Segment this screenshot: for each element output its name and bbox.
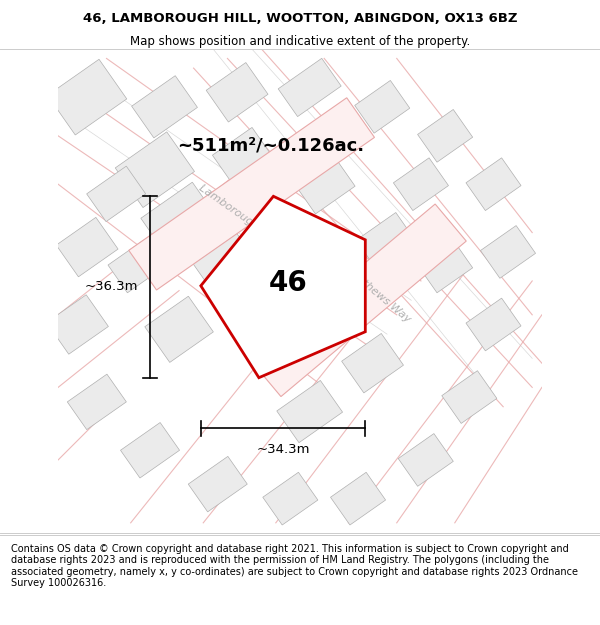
- Polygon shape: [481, 226, 536, 278]
- Text: Contains OS data © Crown copyright and database right 2021. This information is : Contains OS data © Crown copyright and d…: [11, 544, 578, 588]
- Text: ~34.3m: ~34.3m: [256, 443, 310, 456]
- Polygon shape: [418, 240, 473, 292]
- Text: 46: 46: [269, 269, 307, 298]
- Polygon shape: [47, 59, 127, 135]
- Polygon shape: [47, 295, 109, 354]
- Polygon shape: [145, 296, 214, 362]
- Polygon shape: [129, 98, 374, 290]
- Polygon shape: [355, 81, 410, 133]
- Polygon shape: [115, 132, 194, 208]
- Text: Lamborough Hill: Lamborough Hill: [197, 183, 278, 244]
- Text: Mathews Way: Mathews Way: [347, 267, 413, 324]
- Polygon shape: [418, 109, 473, 162]
- Polygon shape: [108, 240, 163, 292]
- Polygon shape: [442, 371, 497, 423]
- Polygon shape: [121, 422, 179, 478]
- Polygon shape: [398, 434, 454, 486]
- Text: ~36.3m: ~36.3m: [85, 281, 138, 294]
- Polygon shape: [131, 76, 197, 138]
- Polygon shape: [293, 154, 355, 214]
- Polygon shape: [466, 158, 521, 211]
- Polygon shape: [206, 62, 268, 122]
- Text: ~511m²/~0.126ac.: ~511m²/~0.126ac.: [178, 136, 365, 154]
- Polygon shape: [263, 472, 318, 525]
- Polygon shape: [250, 204, 466, 397]
- Polygon shape: [278, 58, 341, 117]
- Polygon shape: [188, 456, 247, 512]
- Polygon shape: [394, 158, 448, 211]
- Text: 46, LAMBOROUGH HILL, WOOTTON, ABINGDON, OX13 6BZ: 46, LAMBOROUGH HILL, WOOTTON, ABINGDON, …: [83, 12, 517, 25]
- Polygon shape: [277, 381, 343, 442]
- Polygon shape: [193, 233, 262, 299]
- Polygon shape: [86, 166, 146, 222]
- Polygon shape: [212, 127, 271, 183]
- Polygon shape: [67, 374, 127, 429]
- Polygon shape: [356, 213, 418, 272]
- Polygon shape: [201, 196, 365, 378]
- Polygon shape: [141, 182, 217, 254]
- Text: Map shows position and indicative extent of the property.: Map shows position and indicative extent…: [130, 35, 470, 48]
- Polygon shape: [341, 334, 403, 393]
- Polygon shape: [56, 217, 118, 277]
- Polygon shape: [331, 472, 386, 525]
- Polygon shape: [466, 298, 521, 351]
